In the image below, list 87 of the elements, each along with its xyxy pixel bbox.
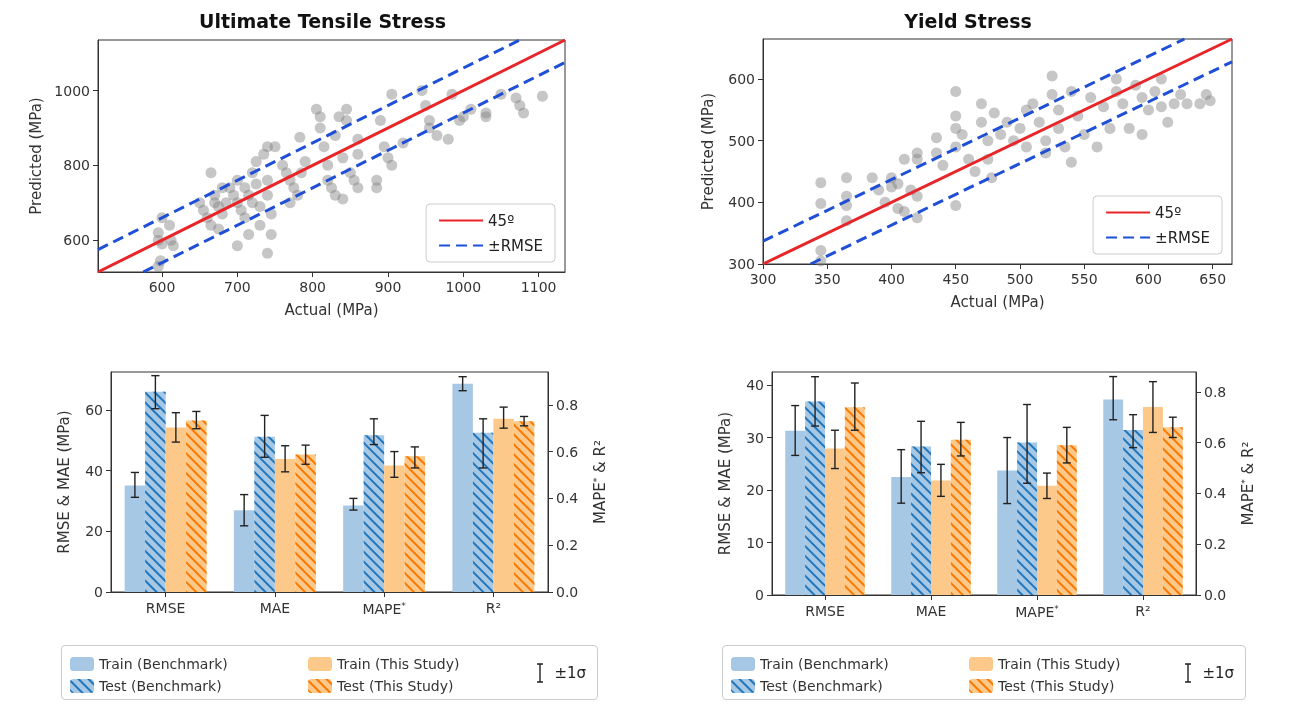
y-tick-label: 0 [755, 587, 764, 603]
bar [1143, 407, 1163, 595]
chart-title: Ultimate Tensile Stress [198, 9, 447, 32]
y-axis-title: Predicted (MPa) [698, 92, 717, 211]
x-tick-label: MAPE* [362, 600, 407, 617]
legend-label: Test (This Study) [336, 678, 454, 694]
x-tick-label: 550 [1070, 271, 1098, 287]
y2-tick-label: 0.2 [556, 537, 579, 554]
y-tick-label: 30 [746, 429, 764, 446]
bar [825, 448, 845, 595]
y-tick-label: 1000 [54, 82, 90, 99]
y-tick-label: 20 [746, 482, 764, 499]
legend-label: ±RMSE [1155, 228, 1211, 247]
x-tick-label: 1100 [520, 279, 557, 295]
x-axis-title: Actual (MPa) [950, 292, 1045, 311]
y-tick-label: 10 [746, 534, 764, 551]
x-tick-label: 400 [878, 271, 905, 287]
y-tick-label: 20 [85, 523, 103, 540]
text: ±1σ [554, 663, 586, 682]
legend-label: 45º [1155, 203, 1182, 222]
y-tick-label: 500 [728, 132, 755, 149]
bar [452, 383, 473, 592]
legend-label: Train (Benchmark) [98, 656, 228, 672]
x-tick-label: 1000 [445, 279, 482, 295]
x-tick-label: R² [1135, 603, 1151, 619]
legend-label: Test (This Study) [997, 678, 1115, 694]
y2-tick-label: 0.4 [1204, 485, 1227, 502]
legend-label: Train (This Study) [997, 656, 1121, 672]
y2-tick-label: 0.6 [556, 443, 579, 460]
y-axis-title: RMSE & MAE (MPa) [715, 411, 734, 556]
x-tick-label: 500 [1006, 271, 1034, 287]
y2-tick-label: 0.4 [556, 490, 579, 507]
y2-tick-label: 0.8 [556, 396, 579, 413]
x-tick-label: 900 [374, 279, 402, 295]
legend-label: 45º [488, 211, 515, 230]
text: ±1σ [1202, 663, 1234, 682]
x-tick-label: MAPE* [1015, 603, 1060, 620]
bar [165, 427, 187, 592]
bar [931, 480, 951, 595]
y-tick-label: 0 [94, 584, 103, 600]
bar [343, 505, 364, 592]
x-tick-label: 350 [813, 271, 841, 287]
bar [233, 510, 255, 592]
x-tick-label: 700 [223, 279, 251, 295]
x-tick-label: 600 [1135, 271, 1162, 287]
bar [274, 459, 296, 592]
bar [785, 430, 806, 595]
legend-label: Test (Benchmark) [98, 678, 222, 694]
y2-axis-title: MAPE* & R² [591, 440, 609, 524]
y-tick-label: 600 [728, 71, 755, 88]
x-tick-label: RMSE [805, 603, 845, 619]
y2-axis-title: MAPE* & R² [1239, 441, 1257, 526]
x-axis-title: Actual (MPa) [284, 300, 379, 319]
y2-tick-label: 0.8 [1204, 383, 1227, 400]
legend-label: Train (Benchmark) [759, 656, 889, 672]
legend-label: Train (This Study) [336, 656, 460, 672]
x-tick-label: 450 [942, 271, 970, 287]
x-tick-label: 600 [148, 279, 176, 295]
y-tick-label: 40 [746, 377, 764, 394]
y-axis-title: Predicted (MPa) [26, 97, 45, 215]
y2-tick-label: 0.6 [1204, 434, 1227, 451]
bar [384, 465, 405, 592]
bar [493, 418, 514, 592]
y-axis-title: RMSE & MAE (MPa) [54, 410, 73, 554]
y-tick-label: 60 [85, 401, 103, 418]
bar [124, 485, 146, 592]
x-tick-label: MAE [915, 603, 947, 619]
legend-label: ±RMSE [488, 236, 544, 255]
y2-tick-label: 0.0 [556, 584, 579, 600]
bar [997, 470, 1018, 595]
y-tick-label: 800 [63, 157, 90, 174]
y-tick-label: 40 [85, 462, 103, 479]
x-tick-label: 800 [299, 279, 327, 295]
x-tick-label: R² [485, 600, 502, 616]
x-tick-label: MAE [259, 600, 291, 616]
legend-label: Test (Benchmark) [759, 678, 883, 694]
y-tick-label: 400 [728, 194, 755, 211]
x-tick-label: 650 [1199, 271, 1227, 287]
y-tick-label: 600 [63, 232, 90, 249]
x-tick-label: RMSE [145, 600, 186, 616]
y-tick-label: 300 [728, 256, 755, 272]
bar [1103, 399, 1124, 595]
bar [891, 476, 912, 595]
chart-title: Yield Stress [903, 9, 1032, 32]
y2-tick-label: 0.2 [1204, 536, 1227, 553]
bar [1037, 485, 1057, 595]
y2-tick-label: 0.0 [1204, 587, 1227, 603]
